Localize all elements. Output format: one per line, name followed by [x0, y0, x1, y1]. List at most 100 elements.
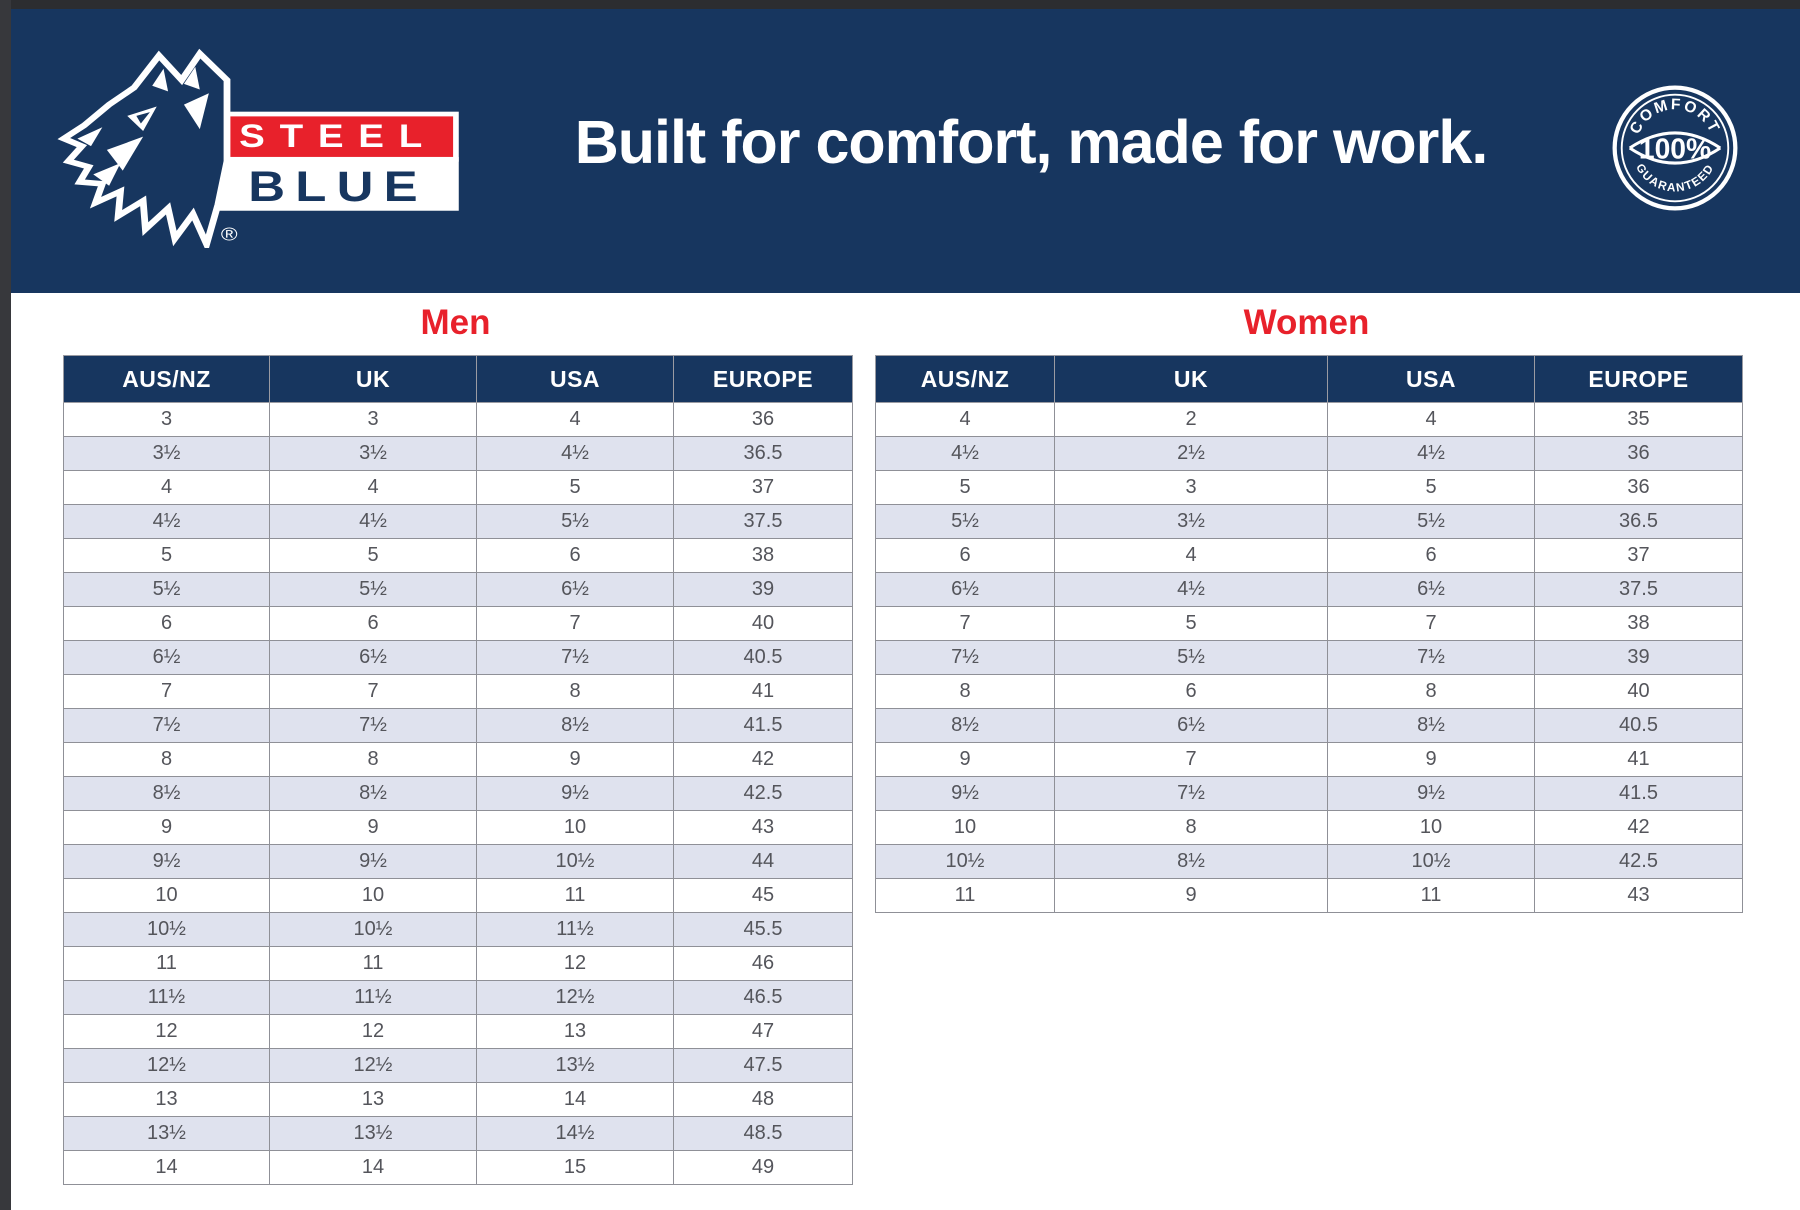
- table-cell: 8: [63, 742, 270, 777]
- table-cell: 10: [476, 810, 674, 845]
- table-cell: 41.5: [673, 708, 853, 743]
- badge-comfort-text: COMFORT: [1627, 96, 1721, 137]
- comfort-guarantee-badge: COMFORT 100% GUARANTEED: [1612, 85, 1738, 211]
- table-cell: 8½: [63, 776, 270, 811]
- table-cell: 13½: [63, 1116, 270, 1151]
- table-cell: 6: [63, 606, 270, 641]
- table-cell: 5½: [875, 504, 1055, 539]
- table-row: 8 6 8 40: [875, 674, 1743, 709]
- table-cell: 10½: [269, 912, 477, 947]
- table-cell: 13: [63, 1082, 270, 1117]
- table-cell: 4½: [63, 504, 270, 539]
- table-cell: 7: [875, 606, 1055, 641]
- table-cell: 4: [1054, 538, 1328, 573]
- steel-blue-wordmark: STEEL BLUE: [215, 111, 459, 211]
- table-row: 4 4 5 37: [63, 470, 853, 505]
- table-cell: 6½: [1054, 708, 1328, 743]
- table-cell: 4½: [1054, 572, 1328, 607]
- table-cell: 10: [875, 810, 1055, 845]
- table-cell: 10½: [63, 912, 270, 947]
- table-cell: 9½: [1327, 776, 1535, 811]
- viewer-top-edge: [0, 0, 1800, 9]
- column-header: EUROPE: [1534, 355, 1743, 403]
- table-cell: 37: [673, 470, 853, 505]
- table-row: 11 9 11 43: [875, 878, 1743, 913]
- table-cell: 9½: [63, 844, 270, 879]
- table-cell: 9½: [269, 844, 477, 879]
- table-row: 9½ 9½ 10½ 44: [63, 844, 853, 879]
- table-cell: 3½: [63, 436, 270, 471]
- table-cell: 47: [673, 1014, 853, 1049]
- table-cell: 7: [1327, 606, 1535, 641]
- table-cell: 46.5: [673, 980, 853, 1015]
- table-cell: 6: [476, 538, 674, 573]
- registered-mark: ®: [221, 224, 238, 245]
- table-row: 11½ 11½ 12½ 46.5: [63, 980, 853, 1015]
- table-cell: 41: [673, 674, 853, 709]
- badge-lens-top: [1628, 131, 1722, 150]
- table-cell: 5½: [1054, 640, 1328, 675]
- table-cell: 8: [1327, 674, 1535, 709]
- women-section-title: Women: [1243, 303, 1370, 342]
- table-cell: 13: [476, 1014, 674, 1049]
- table-cell: 6: [875, 538, 1055, 573]
- table-cell: 5: [476, 470, 674, 505]
- table-row: 13 13 14 48: [63, 1082, 853, 1117]
- table-row: 6 4 6 37: [875, 538, 1743, 573]
- table-cell: 48: [673, 1082, 853, 1117]
- table-cell: 13½: [476, 1048, 674, 1083]
- table-cell: 4½: [1327, 436, 1535, 471]
- table-cell: 40.5: [1534, 708, 1743, 743]
- table-cell: 4: [63, 470, 270, 505]
- table-cell: 42.5: [673, 776, 853, 811]
- table-cell: 8: [1054, 810, 1328, 845]
- table-cell: 41: [1534, 742, 1743, 777]
- steel-text: STEEL: [239, 118, 437, 154]
- column-header: EUROPE: [673, 355, 853, 403]
- tagline: Built for comfort, made for work.: [574, 108, 1489, 176]
- table-cell: 9: [875, 742, 1055, 777]
- svg-text:COMFORT: COMFORT: [1627, 96, 1724, 137]
- table-row: 9 7 9 41: [875, 742, 1743, 777]
- men-size-table: AUS/NZ UK USA EUROPE 3 3 4 36 3½ 3½ 4½ 36.5 4 4 5 37 4½…: [63, 355, 853, 1185]
- table-cell: 41.5: [1534, 776, 1743, 811]
- table-row: 7 7 8 41: [63, 674, 853, 709]
- table-cell: 38: [1534, 606, 1743, 641]
- table-cell: 2: [1054, 402, 1328, 437]
- table-cell: 7: [63, 674, 270, 709]
- table-cell: 8½: [269, 776, 477, 811]
- table-row: 5 5 6 38: [63, 538, 853, 573]
- table-cell: 8: [476, 674, 674, 709]
- blue-box: [215, 156, 459, 211]
- table-row: 6½ 4½ 6½ 37.5: [875, 572, 1743, 607]
- svg-text:GUARANTEED: GUARANTEED: [1633, 162, 1717, 195]
- table-cell: 3: [1054, 470, 1328, 505]
- women-size-table: AUS/NZ UK USA EUROPE 4 2 4 35 4½ 2½ 4½ 36 5 3 5 36 5½ 3½…: [875, 355, 1743, 913]
- men-section-title: Men: [420, 303, 491, 342]
- table-cell: 11: [476, 878, 674, 913]
- table-cell: 3: [269, 402, 477, 437]
- badge-outer-ring: [1612, 85, 1738, 211]
- table-cell: 11½: [63, 980, 270, 1015]
- table-row: 8½ 8½ 9½ 42.5: [63, 776, 853, 811]
- table-cell: 36: [673, 402, 853, 437]
- table-cell: 5: [1327, 470, 1535, 505]
- table-cell: 9: [1327, 742, 1535, 777]
- table-cell: 4: [476, 402, 674, 437]
- table-row: 4 2 4 35: [875, 402, 1743, 437]
- table-row: 13½ 13½ 14½ 48.5: [63, 1116, 853, 1151]
- table-cell: 13: [269, 1082, 477, 1117]
- table-cell: 45: [673, 878, 853, 913]
- table-row: 10½ 10½ 11½ 45.5: [63, 912, 853, 947]
- table-cell: 12: [269, 1014, 477, 1049]
- table-cell: 11: [1327, 878, 1535, 913]
- table-cell: 8½: [1327, 708, 1535, 743]
- table-cell: 11½: [269, 980, 477, 1015]
- table-cell: 44: [673, 844, 853, 879]
- table-cell: 10: [269, 878, 477, 913]
- table-row: 7½ 5½ 7½ 39: [875, 640, 1743, 675]
- table-row: 11 11 12 46: [63, 946, 853, 981]
- table-cell: 7½: [63, 708, 270, 743]
- table-cell: 6½: [63, 640, 270, 675]
- table-cell: 8½: [875, 708, 1055, 743]
